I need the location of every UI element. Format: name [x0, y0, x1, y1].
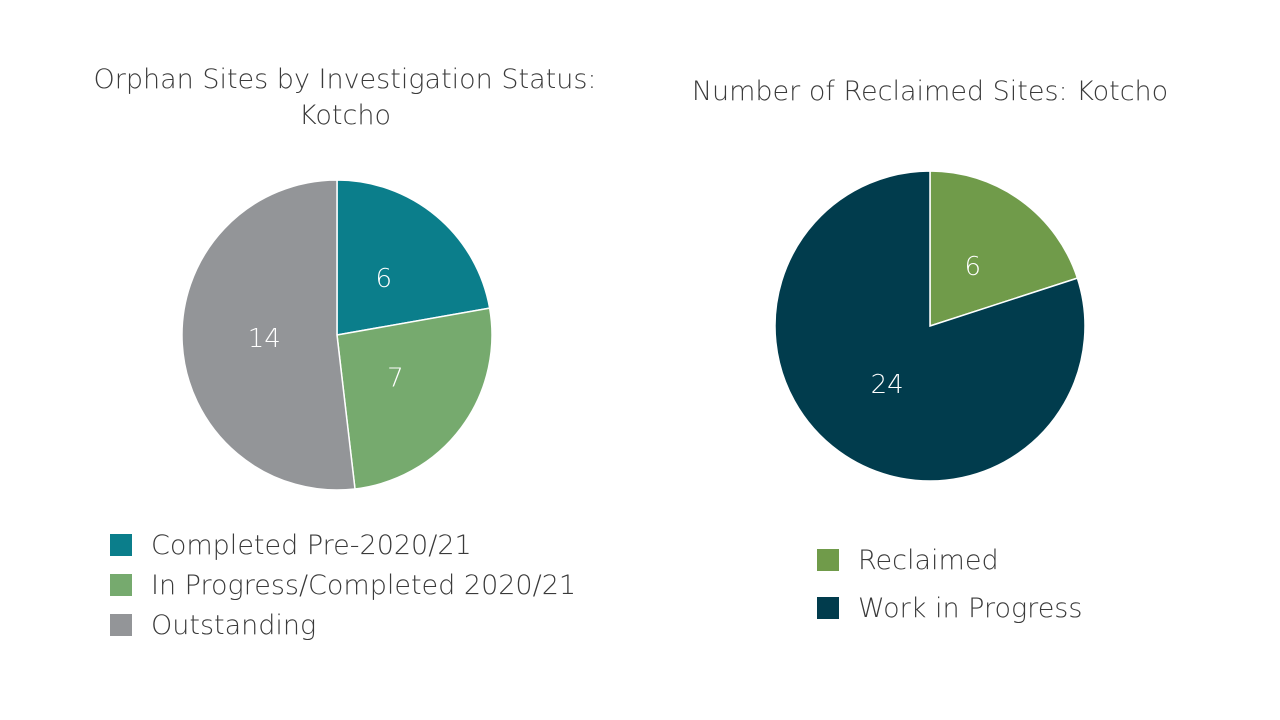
legend-swatch: [110, 574, 132, 596]
pie-chart-investigation-status: 6 7 14: [181, 179, 493, 491]
legend-item-outstanding: Outstanding: [110, 605, 576, 645]
chart-title-investigation-status: Orphan Sites by Investigation Status: Ko…: [93, 64, 597, 131]
legend-investigation-status: Completed Pre-2020/21 In Progress/Comple…: [110, 525, 576, 645]
legend-label: In Progress/Completed 2020/21: [151, 569, 577, 601]
pie-slice-work-in-progress: [774, 170, 1086, 482]
chart-title-reclaimed-sites: Number of Reclaimed Sites: Kotcho: [691, 76, 1169, 107]
data-label-reclaimed: 6: [965, 252, 982, 282]
data-label-in-progress-completed-2020-21: 7: [387, 364, 404, 394]
legend-label: Work in Progress: [858, 592, 1083, 624]
legend-item-reclaimed: Reclaimed: [817, 536, 1082, 584]
chart-panel-reclaimed-sites: Number of Reclaimed Sites: Kotcho 6 24 Re…: [680, 0, 1280, 720]
legend-item-in-progress-completed-2020-21: In Progress/Completed 2020/21: [110, 565, 576, 605]
legend-swatch: [110, 614, 132, 636]
chart-panel-investigation-status: Orphan Sites by Investigation Status: Ko…: [93, 64, 597, 645]
legend-reclaimed-sites: Reclaimed Work in Progress: [817, 536, 1082, 632]
pie-slice-in-progress-completed-2020-21: [336, 307, 493, 490]
data-label-completed-pre-2020-21: 6: [376, 264, 393, 294]
legend-swatch: [817, 549, 839, 571]
pie-chart-reclaimed-sites: 6 24: [774, 170, 1086, 482]
legend-label: Reclaimed: [858, 544, 999, 576]
legend-label: Outstanding: [151, 609, 317, 641]
legend-item-completed-pre-2020-21: Completed Pre-2020/21: [110, 525, 576, 565]
legend-swatch: [817, 597, 839, 619]
pie-slice-outstanding: [181, 179, 356, 491]
pie-slice-reclaimed: [929, 170, 1079, 328]
legend-swatch: [110, 534, 132, 556]
legend-item-work-in-progress: Work in Progress: [817, 584, 1082, 632]
data-label-work-in-progress: 24: [871, 370, 904, 400]
data-label-outstanding: 14: [248, 324, 281, 354]
legend-label: Completed Pre-2020/21: [151, 529, 472, 561]
pie-slice-completed-pre-2020-21: [336, 179, 491, 336]
